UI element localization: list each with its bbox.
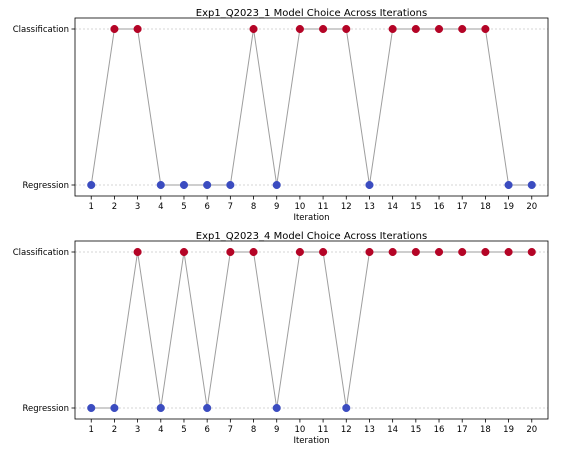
x-tick-label: 2 <box>112 202 117 212</box>
point-iteration-13 <box>365 180 374 190</box>
x-tick-label: 4 <box>158 425 163 435</box>
series-line <box>91 251 532 409</box>
point-iteration-12 <box>342 24 351 34</box>
x-tick-label: 14 <box>387 425 398 435</box>
x-tick-label: 5 <box>181 202 186 212</box>
series-line <box>90 28 532 186</box>
point-iteration-12 <box>342 403 351 413</box>
point-iteration-5 <box>179 180 189 190</box>
x-tick-label: 17 <box>457 202 468 212</box>
point-iteration-8 <box>249 247 258 257</box>
x-tick-label: 19 <box>503 425 514 435</box>
chart-exp1-q2023-1: Exp1_Q2023_1 Model Choice Across Iterati… <box>13 8 549 223</box>
point-iteration-20 <box>527 180 536 190</box>
x-tick-label: 15 <box>410 202 421 212</box>
point-iteration-20 <box>527 247 536 257</box>
point-iteration-1 <box>87 403 96 413</box>
point-iteration-18 <box>481 24 490 34</box>
point-iteration-7 <box>226 247 235 257</box>
x-tick-label: 11 <box>318 425 329 435</box>
point-iteration-16 <box>434 24 444 34</box>
point-iteration-5 <box>179 247 189 257</box>
point-iteration-14 <box>388 24 397 34</box>
axes-frame <box>74 240 549 420</box>
point-iteration-2 <box>110 24 119 34</box>
x-tick-label: 7 <box>228 202 233 212</box>
x-tick-label: 6 <box>204 202 209 212</box>
point-iteration-18 <box>481 247 490 257</box>
x-tick-label: 13 <box>364 425 375 435</box>
x-tick-label: 11 <box>318 202 329 212</box>
point-iteration-17 <box>458 24 467 34</box>
x-axis-label: Iteration <box>293 213 329 223</box>
point-iteration-10 <box>295 247 304 257</box>
x-tick-label: 9 <box>274 425 279 435</box>
point-iteration-17 <box>458 247 467 257</box>
point-iteration-8 <box>249 24 258 34</box>
x-tick-label: 10 <box>294 202 305 212</box>
x-tick-label: 16 <box>434 202 445 212</box>
x-tick-label: 20 <box>526 425 537 435</box>
x-tick-label: 12 <box>341 425 352 435</box>
x-tick-label: 7 <box>228 425 233 435</box>
chart-exp1-q2023-4: Exp1_Q2023_4 Model Choice Across Iterati… <box>13 231 549 446</box>
chart-title: Exp1_Q2023_1 Model Choice Across Iterati… <box>196 8 427 19</box>
point-iteration-15 <box>411 247 420 257</box>
point-iteration-4 <box>156 180 165 190</box>
x-tick-label: 9 <box>274 202 279 212</box>
point-iteration-3 <box>133 24 142 34</box>
point-iteration-1 <box>87 180 96 190</box>
point-iteration-11 <box>319 247 328 257</box>
x-tick-label: 20 <box>526 202 537 212</box>
x-tick-label: 12 <box>341 202 352 212</box>
chart-title: Exp1_Q2023_4 Model Choice Across Iterati… <box>196 231 427 242</box>
x-tick-label: 18 <box>480 425 491 435</box>
x-tick-label: 2 <box>112 425 117 435</box>
point-iteration-16 <box>434 247 444 257</box>
x-tick-label: 1 <box>89 202 94 212</box>
x-tick-label: 6 <box>204 425 209 435</box>
point-iteration-4 <box>156 403 165 413</box>
x-tick-label: 13 <box>364 202 375 212</box>
x-tick-label: 15 <box>410 425 421 435</box>
point-iteration-9 <box>272 180 281 190</box>
point-iteration-6 <box>203 403 212 413</box>
x-tick-label: 18 <box>480 202 491 212</box>
point-iteration-13 <box>365 247 374 257</box>
x-tick-label: 1 <box>89 425 94 435</box>
point-iteration-14 <box>388 247 397 257</box>
y-tick-label: Regression <box>23 404 70 414</box>
x-tick-label: 8 <box>251 425 256 435</box>
point-iteration-19 <box>504 247 513 257</box>
x-tick-label: 5 <box>181 425 186 435</box>
point-iteration-9 <box>272 403 281 413</box>
point-iteration-2 <box>110 403 119 413</box>
point-iteration-11 <box>319 24 328 34</box>
x-tick-label: 10 <box>294 425 305 435</box>
y-tick-label: Classification <box>13 248 69 258</box>
y-tick-label: Regression <box>23 181 70 191</box>
x-tick-label: 3 <box>135 202 140 212</box>
point-iteration-6 <box>203 180 212 190</box>
x-tick-label: 19 <box>503 202 514 212</box>
axes-frame <box>74 17 549 197</box>
point-iteration-3 <box>133 247 142 257</box>
x-tick-label: 17 <box>457 425 468 435</box>
point-iteration-10 <box>295 24 304 34</box>
point-iteration-15 <box>411 24 420 34</box>
x-tick-label: 16 <box>434 425 445 435</box>
y-tick-label: Classification <box>13 25 69 35</box>
x-tick-label: 3 <box>135 425 140 435</box>
x-tick-label: 4 <box>158 202 163 212</box>
point-iteration-19 <box>504 180 513 190</box>
x-tick-label: 8 <box>251 202 256 212</box>
x-axis-label: Iteration <box>293 436 329 446</box>
point-iteration-7 <box>226 180 235 190</box>
x-tick-label: 14 <box>387 202 398 212</box>
